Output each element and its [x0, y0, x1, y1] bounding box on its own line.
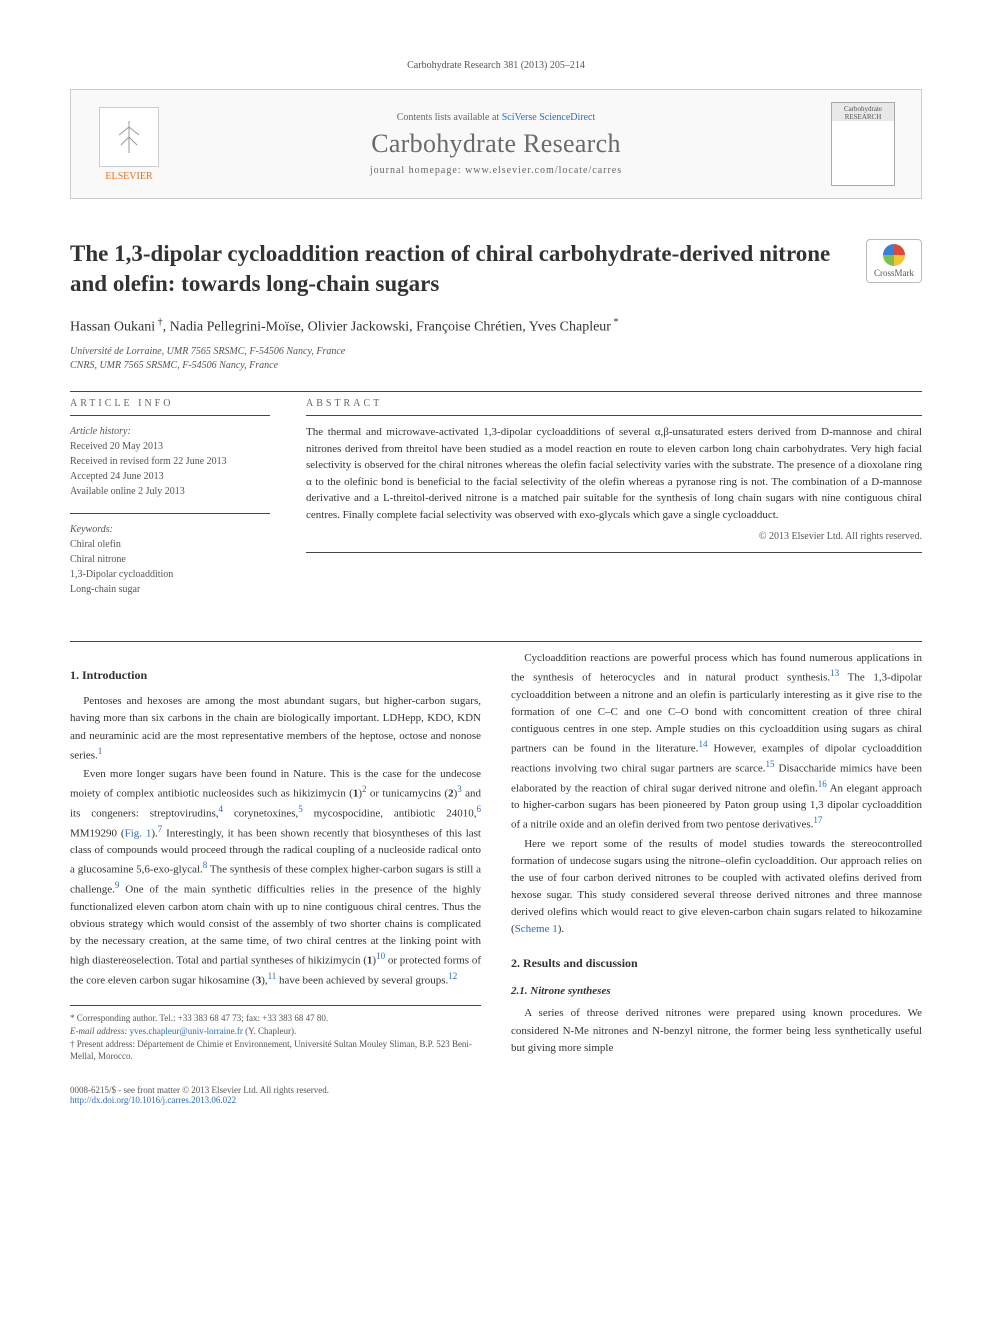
- ref-6[interactable]: 6: [477, 804, 482, 814]
- ref-1[interactable]: 1: [98, 746, 103, 756]
- author-list: Hassan Oukani †, Nadia Pellegrini-Moïse,…: [70, 317, 922, 336]
- abstract-text: The thermal and microwave-activated 1,3-…: [306, 424, 922, 523]
- divider: [306, 552, 922, 553]
- journal-cover-thumb: Carbohydrate RESEARCH: [831, 102, 895, 186]
- paragraph: Here we report some of the results of mo…: [511, 836, 922, 938]
- history-item: Received in revised form 22 June 2013: [70, 454, 270, 469]
- corresponding-author: * Corresponding author. Tel.: +33 383 68…: [70, 1012, 481, 1025]
- crossmark-icon: [883, 244, 905, 266]
- keyword: Chiral olefin: [70, 537, 270, 552]
- history-item: Accepted 24 June 2013: [70, 469, 270, 484]
- history-item: Received 20 May 2013: [70, 439, 270, 454]
- history-label: Article history:: [70, 424, 270, 439]
- keyword: 1,3-Dipolar cycloaddition: [70, 567, 270, 582]
- asterisk-icon: *: [611, 317, 619, 328]
- journal-banner: ELSEVIER Contents lists available at Sci…: [70, 89, 922, 199]
- ref-17[interactable]: 17: [813, 815, 822, 825]
- contents-line: Contents lists available at SciVerse Sci…: [187, 112, 805, 123]
- text: mycospocidine, antibiotic 24010,: [303, 808, 477, 820]
- doi-link[interactable]: http://dx.doi.org/10.1016/j.carres.2013.…: [70, 1095, 236, 1105]
- compound-1b: 1: [367, 955, 373, 967]
- homepage-line: journal homepage: www.elsevier.com/locat…: [187, 165, 805, 176]
- present-address: † Present address: Département de Chimie…: [70, 1038, 481, 1063]
- keyword: Long-chain sugar: [70, 582, 270, 597]
- affiliation-2: CNRS, UMR 7565 SRSMC, F-54506 Nancy, Fra…: [70, 359, 922, 373]
- ref-16[interactable]: 16: [818, 779, 827, 789]
- publisher-logo: ELSEVIER: [89, 107, 169, 182]
- section-heading-results: 2. Results and discussion: [511, 956, 922, 971]
- paragraph: A series of threose derived nitrones wer…: [511, 1005, 922, 1056]
- sciencedirect-link[interactable]: SciVerse ScienceDirect: [502, 112, 596, 123]
- divider: [306, 415, 922, 416]
- article-info-heading: article info: [70, 392, 270, 415]
- text: MM19290 (: [70, 827, 125, 839]
- keywords-block: Keywords: Chiral olefin Chiral nitrone 1…: [70, 522, 270, 597]
- scheme-1-link[interactable]: Scheme 1: [515, 923, 558, 935]
- text: Pentoses and hexoses are among the most …: [70, 695, 481, 761]
- dagger-icon: †: [155, 317, 163, 328]
- homepage-prefix: journal homepage:: [370, 165, 465, 176]
- divider: [70, 513, 270, 514]
- subsection-heading-nitrone: 2.1. Nitrone syntheses: [511, 985, 922, 997]
- paragraph: Pentoses and hexoses are among the most …: [70, 693, 481, 764]
- divider: [70, 415, 270, 416]
- ref-12[interactable]: 12: [448, 971, 457, 981]
- abstract-copyright: © 2013 Elsevier Ltd. All rights reserved…: [306, 531, 922, 542]
- text: or tunicamycins (: [367, 788, 449, 800]
- ref-11[interactable]: 11: [268, 971, 277, 981]
- ref-10[interactable]: 10: [376, 951, 385, 961]
- journal-name: Carbohydrate Research: [187, 129, 805, 159]
- article-title: The 1,3-dipolar cycloaddition reaction o…: [70, 239, 854, 299]
- text: corynetoxines,: [223, 808, 298, 820]
- contents-prefix: Contents lists available at: [397, 112, 502, 123]
- email-suffix: (Y. Chapleur).: [243, 1026, 296, 1036]
- keyword: Chiral nitrone: [70, 552, 270, 567]
- fig-1-link[interactable]: Fig. 1: [125, 827, 152, 839]
- history-item: Available online 2 July 2013: [70, 484, 270, 499]
- elsevier-tree-icon: [99, 107, 159, 167]
- running-header: Carbohydrate Research 381 (2013) 205–214: [70, 60, 922, 71]
- publisher-name: ELSEVIER: [89, 171, 169, 182]
- compound-1: 1: [353, 788, 359, 800]
- section-heading-intro: 1. Introduction: [70, 668, 481, 683]
- ref-13[interactable]: 13: [830, 668, 839, 678]
- email-link[interactable]: yves.chapleur@univ-lorraine.fr: [130, 1026, 243, 1036]
- paragraph: Cycloaddition reactions are powerful pro…: [511, 650, 922, 834]
- keywords-label: Keywords:: [70, 522, 270, 537]
- article-history: Article history: Received 20 May 2013 Re…: [70, 424, 270, 499]
- text: have been achieved by several groups.: [276, 974, 448, 986]
- footnotes: * Corresponding author. Tel.: +33 383 68…: [70, 1005, 481, 1062]
- divider: [70, 641, 922, 642]
- issn-line: 0008-6215/$ - see front matter © 2013 El…: [70, 1085, 329, 1095]
- compound-3: 3: [256, 974, 262, 986]
- compound-2: 2: [448, 788, 454, 800]
- text: A series of threose derived nitrones wer…: [511, 1007, 922, 1053]
- homepage-url[interactable]: www.elsevier.com/locate/carres: [465, 165, 622, 176]
- abstract-heading: abstract: [306, 392, 922, 415]
- affiliations: Université de Lorraine, UMR 7565 SRSMC, …: [70, 345, 922, 373]
- crossmark-badge[interactable]: CrossMark: [866, 239, 922, 283]
- footer-bar: 0008-6215/$ - see front matter © 2013 El…: [70, 1085, 922, 1105]
- email-line: E-mail address: yves.chapleur@univ-lorra…: [70, 1025, 481, 1038]
- email-label: E-mail address:: [70, 1026, 130, 1036]
- ref-15[interactable]: 15: [766, 759, 775, 769]
- crossmark-label: CrossMark: [874, 268, 914, 278]
- text: Here we report some of the results of mo…: [511, 838, 922, 935]
- paragraph: Even more longer sugars have been found …: [70, 766, 481, 989]
- affiliation-1: Université de Lorraine, UMR 7565 SRSMC, …: [70, 345, 922, 359]
